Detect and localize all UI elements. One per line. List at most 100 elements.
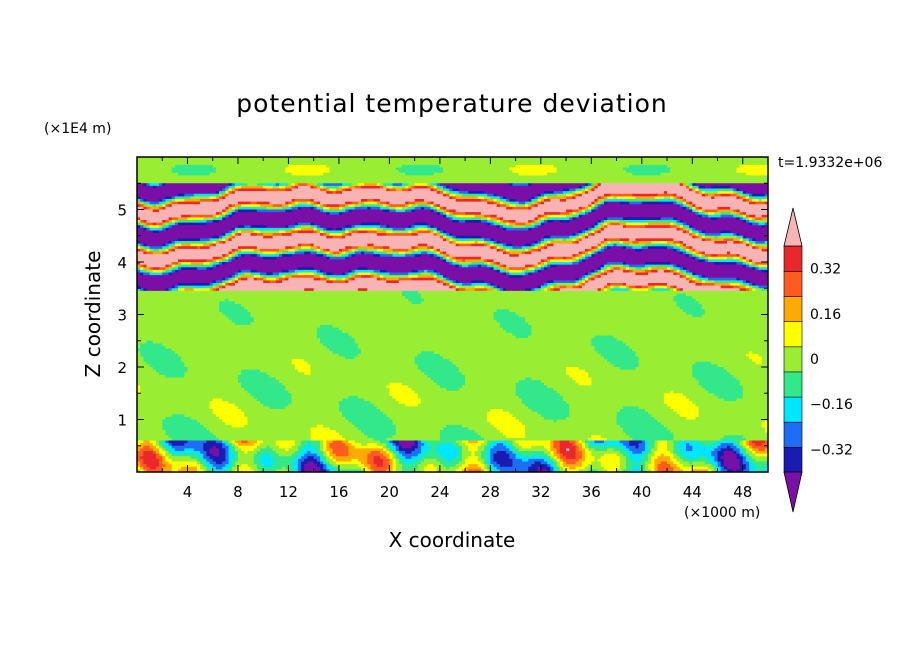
contour-cell	[417, 233, 435, 237]
contour-cell	[237, 453, 255, 457]
contour-cell	[379, 225, 387, 229]
contour-cell	[455, 280, 460, 284]
contour-cell	[414, 272, 422, 276]
contour-cell	[679, 243, 684, 247]
colorbar-label: 0.16	[810, 307, 841, 323]
contour-cell	[294, 367, 312, 371]
contour-cell	[578, 185, 583, 190]
contour-cell	[670, 285, 674, 289]
contour-cell	[222, 466, 230, 470]
contour-cell	[165, 243, 170, 247]
contour-cell	[714, 196, 738, 200]
contour-cell	[301, 461, 308, 465]
contour-cell	[739, 193, 744, 197]
contour-cell	[137, 445, 144, 449]
contour-cell	[525, 432, 627, 436]
contour-cell	[745, 214, 750, 218]
x-tick-label: 40	[632, 483, 651, 501]
contour-cell	[408, 230, 413, 234]
contour-cell	[739, 233, 768, 237]
contour-cell	[165, 440, 170, 444]
contour-cell	[588, 256, 693, 260]
contour-cell	[695, 188, 700, 192]
contour-cell	[446, 188, 450, 192]
contour-cell	[569, 411, 618, 415]
contour-cell	[559, 451, 577, 455]
contour-cell	[543, 220, 548, 224]
contour-cell	[433, 272, 438, 276]
contour-cell	[250, 269, 258, 274]
contour-cell	[581, 235, 586, 239]
contour-cell	[301, 246, 312, 250]
contour-cell	[367, 443, 378, 447]
contour-cell	[137, 188, 223, 192]
contour-cell	[291, 395, 349, 400]
contour-cell	[515, 385, 548, 389]
contour-cell	[376, 233, 387, 237]
contour-cell	[638, 356, 750, 360]
contour-cell	[342, 212, 438, 216]
contour-cell	[357, 246, 375, 250]
contour-cell	[178, 193, 185, 197]
contour-cell	[310, 225, 315, 229]
x-unit-label: (×1000 m)	[684, 505, 760, 521]
contour-cell	[603, 272, 608, 276]
contour-cell	[449, 280, 454, 284]
contour-cell	[137, 430, 166, 434]
contour-cell	[357, 353, 419, 358]
contour-cell	[342, 277, 346, 281]
contour-cell	[439, 209, 444, 213]
contour-cell	[585, 251, 589, 255]
contour-cell	[613, 335, 768, 339]
contour-cell	[515, 445, 523, 449]
contour-cell	[351, 209, 384, 213]
contour-cell	[692, 227, 697, 232]
contour-cell	[755, 214, 763, 218]
contour-cell	[730, 372, 768, 376]
contour-cell	[591, 188, 596, 192]
contour-cell	[379, 277, 387, 281]
contour-cell	[506, 264, 526, 268]
contour-cell	[395, 456, 400, 460]
contour-cell	[468, 445, 479, 449]
contour-cell	[143, 269, 148, 274]
contour-cell	[540, 214, 545, 218]
contour-cell	[657, 269, 665, 274]
contour-cell	[250, 311, 495, 316]
contour-cell	[241, 372, 267, 376]
contour-cell	[137, 288, 141, 292]
contour-cell	[225, 259, 230, 263]
contour-cell	[345, 201, 353, 205]
contour-cell	[490, 285, 495, 289]
contour-cell	[512, 448, 520, 452]
contour-cell	[581, 188, 586, 192]
contour-cell	[209, 238, 217, 242]
contour-cell	[733, 469, 738, 472]
contour-cell	[291, 230, 299, 234]
contour-cell	[644, 464, 649, 468]
contour-cell	[540, 414, 570, 418]
contour-cell	[168, 199, 173, 203]
contour-cell	[162, 225, 166, 229]
contour-cell	[392, 227, 406, 232]
contour-cell	[531, 206, 580, 211]
contour-cell	[260, 369, 299, 373]
contour-cell	[566, 372, 589, 376]
contour-cell	[443, 356, 605, 360]
contour-cell	[742, 395, 768, 400]
contour-cell	[323, 227, 327, 232]
contour-cell	[692, 246, 753, 250]
contour-cell	[745, 243, 750, 247]
contour-cell	[531, 325, 768, 329]
contour-cell	[682, 196, 712, 200]
contour-cell	[376, 248, 384, 253]
contour-cell	[635, 196, 656, 200]
contour-cell	[316, 272, 321, 276]
contour-cell	[354, 251, 362, 255]
contour-cell	[417, 395, 520, 400]
contour-cell	[575, 217, 605, 221]
contour-cell	[739, 277, 768, 281]
contour-cell	[742, 443, 747, 447]
contour-cell	[657, 419, 766, 423]
contour-cell	[704, 185, 712, 190]
